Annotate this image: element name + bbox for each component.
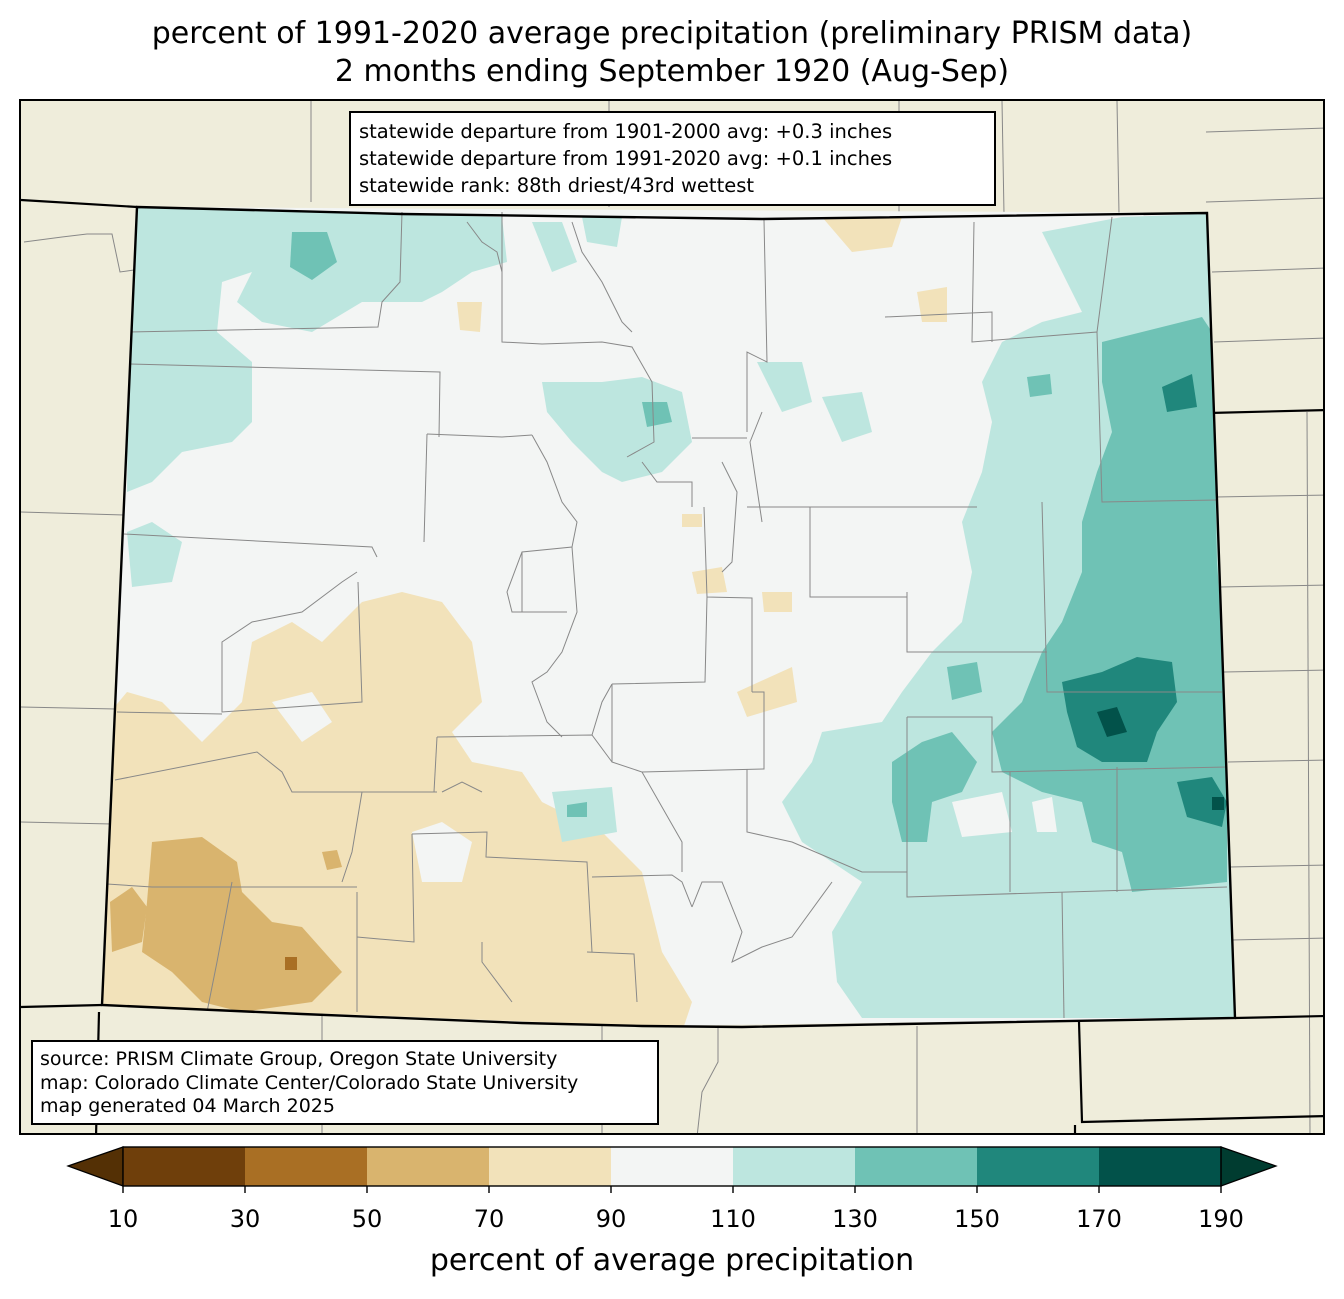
precipitation-field bbox=[102, 207, 1235, 1026]
colorbar-tick-label: 150 bbox=[954, 1205, 1000, 1233]
colorbar-tick-label: 50 bbox=[351, 1205, 383, 1233]
stats-line-1: statewide departure from 1901-2000 avg: … bbox=[359, 120, 893, 143]
colorbar-segment-10-30 bbox=[123, 1147, 246, 1186]
colorbar-segment-30-50 bbox=[245, 1147, 368, 1186]
colorbar-tick-label: 130 bbox=[832, 1205, 878, 1233]
wet-zone-110-130-nw bbox=[127, 207, 507, 492]
colorbar-segment-110-130 bbox=[733, 1147, 856, 1186]
colorbar-tick-label: 190 bbox=[1198, 1205, 1244, 1233]
colorbar-segment-50-70 bbox=[367, 1147, 490, 1186]
colorbar-segment-150-170 bbox=[977, 1147, 1100, 1186]
colorbar-segment-130-150 bbox=[855, 1147, 978, 1186]
source-box: source: PRISM Climate Group, Oregon Stat… bbox=[31, 1040, 659, 1125]
colorbar-outline bbox=[122, 1146, 1222, 1187]
dry-zone-30-50 bbox=[285, 957, 297, 970]
county-lines bbox=[106, 211, 1228, 1019]
colorado-boundary bbox=[100, 205, 1237, 1029]
colorbar-label: percent of average precipitation bbox=[429, 1243, 915, 1278]
colorbar-tick-label: 170 bbox=[1076, 1205, 1122, 1233]
colorbar-tick-label: 70 bbox=[473, 1205, 505, 1233]
map-panel bbox=[19, 99, 1325, 1135]
colorbar-tick-label: 110 bbox=[710, 1205, 756, 1233]
source-line-3: map generated 04 March 2025 bbox=[40, 1095, 335, 1117]
wet-zone-170-190-east bbox=[1097, 707, 1127, 737]
colorbar-over-arrow bbox=[1220, 1146, 1278, 1187]
statewide-stats-box: statewide departure from 1901-2000 avg: … bbox=[349, 111, 996, 206]
stats-line-3: statewide rank: 88th driest/43rd wettest bbox=[359, 174, 755, 197]
source-line-1: source: PRISM Climate Group, Oregon Stat… bbox=[40, 1048, 558, 1070]
source-line-2: map: Colorado Climate Center/Colorado St… bbox=[40, 1071, 579, 1094]
colorbar-tick-label: 90 bbox=[595, 1205, 627, 1233]
colorbar-under-arrow bbox=[66, 1146, 124, 1187]
colorbar-segment-170-190 bbox=[1099, 1147, 1222, 1186]
map-title-line-2: 2 months ending September 1920 (Aug-Sep) bbox=[334, 54, 1010, 89]
wet-zone-130-150-east bbox=[992, 317, 1227, 892]
colorbar-segments bbox=[123, 1147, 1222, 1186]
colorbar-tick-label: 30 bbox=[229, 1205, 261, 1233]
precipitation-map bbox=[21, 101, 1323, 1133]
colorbar bbox=[66, 1146, 1278, 1193]
colorbar-segment-70-90 bbox=[489, 1147, 612, 1186]
stats-line-2: statewide departure from 1991-2020 avg: … bbox=[359, 147, 893, 170]
map-title-line-1: percent of 1991-2020 average precipitati… bbox=[151, 16, 1193, 51]
colorbar-tick-label: 10 bbox=[107, 1205, 139, 1233]
colorbar-segment-90-110 bbox=[611, 1147, 734, 1186]
wet-zone-150-170-east bbox=[1062, 657, 1177, 762]
